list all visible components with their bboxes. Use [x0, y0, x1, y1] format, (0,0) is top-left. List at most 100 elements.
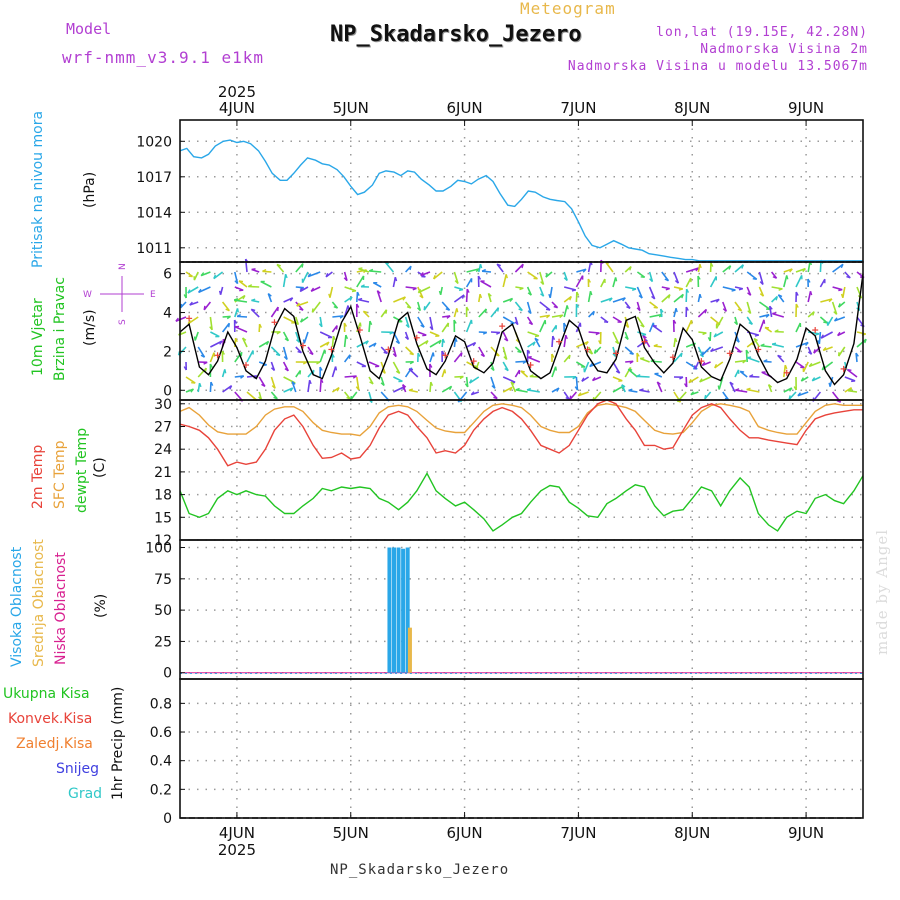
wind-arrow-head — [838, 289, 843, 292]
wind-arrow-head — [319, 366, 323, 371]
wind-arrow-head — [433, 274, 436, 280]
station-name: NP_Skadarsko_Jezero — [330, 22, 582, 47]
legend-precip-hail: Grad — [68, 786, 103, 802]
wind-arrow — [453, 337, 457, 348]
wind-arrow-head — [380, 382, 385, 387]
wind-arrow-head — [296, 302, 300, 307]
wind-arrow — [420, 271, 431, 277]
wind-arrow — [301, 271, 309, 284]
wind-arrow-head — [461, 294, 465, 299]
wind-arrow — [303, 331, 309, 344]
wind-arrow-head — [686, 288, 690, 293]
wind-arrow-head — [641, 333, 647, 337]
wind-arrow — [453, 352, 463, 363]
wind-arrow-head — [404, 336, 409, 341]
wind-arrow-head — [759, 293, 764, 297]
wind-arrow-head — [267, 293, 272, 297]
wind-arrow-head — [836, 400, 841, 403]
wind-arrow-head — [228, 323, 231, 328]
wind-arrow-head — [812, 311, 815, 316]
wind-arrow — [826, 316, 834, 327]
wind-arrow — [673, 271, 680, 284]
y-tick-label: 6 — [163, 267, 172, 283]
wind-arrow — [746, 388, 760, 393]
wind-arrow — [831, 301, 838, 315]
wind-arrow-head — [591, 376, 596, 382]
wind-arrow-head — [389, 331, 394, 335]
wind-arrow — [490, 376, 496, 389]
wind-arrow-head — [320, 378, 324, 383]
y-tick-label: 75 — [154, 572, 172, 588]
wind-arrow — [563, 295, 572, 303]
wind-arrow-head — [289, 297, 294, 302]
wind-arrow-head — [238, 280, 244, 283]
wind-arrow — [380, 376, 385, 386]
wind-arrow-head — [752, 277, 757, 280]
wind-arrow — [710, 346, 724, 353]
wind-arrow-head — [760, 343, 765, 347]
wind-arrow — [203, 301, 212, 311]
wind-arrow — [368, 361, 380, 368]
wind-arrow-head — [640, 276, 645, 278]
wind-arrow — [282, 331, 290, 342]
wind-arrow — [661, 294, 671, 303]
wind-arrow-head — [262, 269, 267, 272]
wind-arrow-head — [213, 274, 217, 279]
wind-arrow-head — [837, 303, 841, 308]
wind-arrow-head — [472, 342, 477, 347]
wind-arrow — [380, 346, 389, 355]
wind-arrow-head — [209, 363, 213, 368]
wind-arrow — [527, 331, 540, 337]
wind-arrow — [408, 389, 418, 393]
wind-arrow — [187, 286, 199, 294]
wind-arrow-head — [629, 352, 634, 355]
wind-arrow-head — [466, 306, 470, 311]
wind-arrow-head — [224, 369, 227, 374]
meteogram-title: Meteogram — [520, 0, 616, 18]
wind-arrow-head — [487, 292, 492, 297]
cloud-bar — [396, 547, 401, 673]
wind-arrow — [319, 316, 323, 327]
wind-arrow-head — [335, 325, 338, 330]
wind-arrow-head — [851, 380, 856, 383]
wind-arrow-head — [259, 323, 262, 328]
frames-layer — [179, 119, 864, 819]
wind-arrow — [783, 275, 788, 288]
wind-arrow — [429, 316, 434, 330]
wind-arrow — [296, 301, 309, 307]
wind-arrow-head — [805, 342, 809, 346]
wind-arrow-head — [247, 284, 253, 288]
wind-arrow — [713, 331, 724, 338]
wind-arrow — [777, 354, 785, 363]
wind-arrow — [343, 354, 351, 363]
compass-s: S — [118, 319, 128, 325]
wind-arrow — [842, 286, 846, 298]
wind-arrow — [575, 275, 584, 288]
wind-arrow-head — [291, 381, 296, 385]
wind-arrow — [441, 322, 450, 333]
wind-arrow-head — [847, 369, 852, 372]
y-tick-label: 18 — [154, 488, 172, 504]
wind-arrow-head — [685, 306, 689, 311]
wind-arrow — [795, 361, 805, 369]
wind-arrow-head — [695, 267, 700, 272]
x-tick-label-top: 8JUN — [674, 99, 710, 117]
wind-arrow-head — [735, 388, 740, 391]
wind-arrow-head — [738, 288, 744, 291]
wind-arrow-head — [640, 357, 645, 360]
wind-arrow-head — [595, 332, 600, 336]
wind-arrow — [453, 271, 459, 284]
wind-arrow-head — [356, 291, 360, 296]
wind-arrow-head — [325, 272, 329, 278]
wind-arrow-head — [284, 368, 289, 372]
wind-arrow — [604, 261, 614, 273]
wind-arrow-head — [765, 314, 770, 318]
wind-arrow — [368, 320, 371, 333]
wind-arrow-head — [614, 340, 620, 345]
wind-arrow — [656, 381, 663, 393]
wind-arrow-head — [297, 350, 302, 354]
wind-arrow-head — [481, 268, 486, 272]
wind-arrow-head — [352, 375, 357, 379]
wind-arrow — [454, 286, 464, 291]
cloud-bar — [387, 547, 392, 673]
